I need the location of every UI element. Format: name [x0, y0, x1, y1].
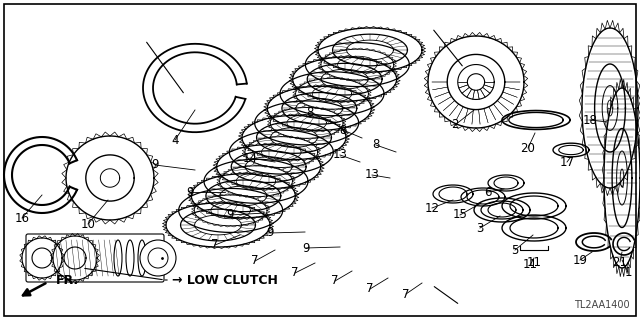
Ellipse shape [138, 240, 146, 276]
Text: 4: 4 [172, 133, 179, 147]
Text: 18: 18 [582, 114, 597, 126]
Text: 9: 9 [186, 186, 194, 198]
Text: 21: 21 [612, 255, 627, 268]
Circle shape [140, 240, 176, 276]
Text: 17: 17 [559, 156, 575, 169]
FancyBboxPatch shape [26, 234, 164, 282]
Text: 20: 20 [520, 141, 536, 155]
Text: 7: 7 [332, 275, 339, 287]
Text: 9: 9 [227, 209, 234, 221]
Text: 16: 16 [15, 212, 29, 225]
Text: 3: 3 [476, 221, 484, 235]
Text: 10: 10 [81, 218, 95, 230]
Text: 12: 12 [424, 202, 440, 214]
Circle shape [148, 248, 168, 268]
Text: 9: 9 [302, 242, 310, 254]
Text: TL2AA1400: TL2AA1400 [574, 300, 630, 310]
Text: 8: 8 [307, 106, 314, 118]
Text: 8: 8 [339, 124, 347, 137]
Text: 19: 19 [573, 253, 588, 267]
Text: 14: 14 [243, 151, 257, 164]
Text: 7: 7 [366, 283, 374, 295]
Text: 11: 11 [522, 259, 538, 271]
Text: 1: 1 [624, 266, 632, 278]
Text: 9: 9 [266, 227, 274, 239]
Ellipse shape [126, 240, 134, 276]
Text: 13: 13 [333, 148, 348, 162]
Text: 2: 2 [451, 118, 459, 132]
Text: 13: 13 [365, 169, 380, 181]
Text: → LOW CLUTCH: → LOW CLUTCH [172, 274, 278, 286]
Text: 15: 15 [452, 209, 467, 221]
Text: 8: 8 [372, 139, 380, 151]
Text: FR.: FR. [56, 274, 79, 286]
Text: 7: 7 [252, 254, 259, 268]
Text: 7: 7 [211, 238, 219, 252]
Text: 6: 6 [484, 186, 492, 198]
Text: 7: 7 [403, 287, 410, 300]
Text: 9: 9 [151, 158, 159, 172]
Ellipse shape [114, 240, 122, 276]
Text: 5: 5 [511, 244, 518, 257]
Text: 7: 7 [291, 267, 299, 279]
Text: 11: 11 [527, 256, 541, 269]
